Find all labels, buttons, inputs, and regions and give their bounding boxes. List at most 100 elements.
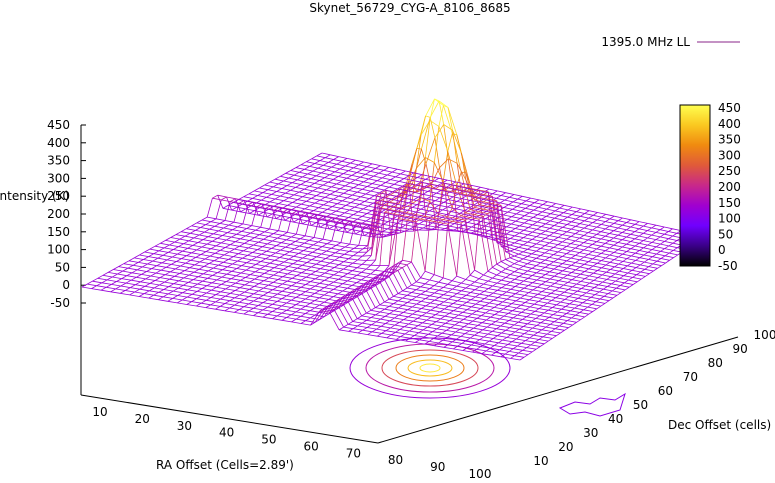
mesh-line	[196, 249, 207, 252]
mesh-line	[222, 205, 229, 209]
mesh-line	[643, 230, 648, 234]
mesh-line	[619, 275, 625, 279]
mesh-line	[568, 293, 574, 297]
mesh-line	[447, 291, 458, 294]
mesh-line	[525, 337, 530, 341]
mesh-line	[448, 199, 457, 202]
mesh-line	[609, 237, 614, 242]
mesh-line	[416, 293, 422, 298]
mesh-line	[297, 260, 308, 263]
mesh-line	[218, 230, 228, 233]
mesh-line	[661, 262, 666, 267]
mesh-line	[361, 166, 368, 170]
mesh-line	[439, 311, 450, 314]
mesh-line	[605, 213, 615, 217]
mesh-line	[483, 196, 489, 200]
mesh-line	[175, 234, 186, 237]
mesh-line	[491, 321, 496, 325]
mesh-line	[514, 242, 524, 246]
mesh-line	[229, 297, 235, 302]
mesh-line	[394, 322, 400, 326]
mesh-line	[443, 344, 449, 348]
mesh-line	[341, 218, 351, 222]
mesh-line	[414, 226, 424, 229]
mesh-line	[445, 221, 455, 224]
mesh-line	[355, 196, 362, 201]
mesh-line	[321, 192, 331, 195]
mesh-line	[363, 161, 373, 165]
mesh-line	[573, 293, 583, 296]
mesh-line	[507, 344, 518, 347]
mesh-line	[611, 280, 616, 285]
mesh-line	[234, 301, 240, 306]
mesh-line	[592, 308, 598, 312]
mesh-line	[394, 317, 404, 320]
mesh-line	[562, 224, 568, 228]
mesh-line	[502, 301, 512, 304]
mesh-line	[544, 259, 554, 263]
mesh-line	[272, 293, 278, 298]
mesh-line	[628, 277, 633, 281]
mesh-line	[288, 255, 294, 260]
mesh-line	[442, 224, 449, 278]
mesh-line	[392, 188, 398, 193]
mesh-line	[186, 293, 193, 298]
mesh-line	[341, 180, 351, 184]
mesh-line	[470, 289, 476, 293]
mesh-line	[554, 215, 560, 219]
mesh-line	[295, 203, 302, 208]
mesh-line	[345, 205, 355, 208]
mesh-line	[544, 312, 554, 315]
mesh-line	[442, 209, 452, 212]
mesh-line	[483, 333, 489, 338]
mesh-line	[494, 212, 504, 216]
mesh-line	[269, 267, 275, 271]
x-tick-label: 40	[219, 426, 234, 440]
mesh-line	[570, 225, 576, 230]
mesh-line	[476, 308, 481, 312]
mesh-line	[639, 250, 649, 253]
mesh-line	[627, 272, 637, 276]
mesh-line	[637, 278, 642, 283]
mesh-line	[112, 273, 118, 278]
mesh-line	[393, 307, 399, 312]
mesh-line	[432, 222, 442, 225]
mesh-line	[558, 237, 567, 240]
mesh-line	[365, 273, 371, 278]
mesh-line	[358, 226, 364, 246]
mesh-line	[319, 272, 326, 277]
mesh-line	[383, 167, 390, 171]
mesh-line	[324, 262, 331, 267]
mesh-line	[350, 220, 360, 223]
mesh-line	[579, 245, 589, 248]
mesh-line	[626, 233, 631, 238]
mesh-line	[412, 310, 418, 315]
mesh-line	[483, 336, 494, 339]
mesh-line	[567, 214, 573, 218]
mesh-line	[425, 298, 435, 301]
mesh-line	[167, 300, 178, 304]
mesh-line	[357, 218, 367, 222]
mesh-line	[203, 263, 210, 267]
mesh-line	[352, 270, 362, 273]
mesh-line	[497, 190, 506, 194]
mesh-line	[384, 189, 393, 193]
mesh-line	[606, 276, 612, 280]
mesh-line	[319, 196, 326, 201]
mesh-line	[282, 276, 293, 279]
mesh-line	[255, 261, 262, 265]
mesh-line	[196, 288, 203, 292]
mesh-line	[534, 339, 540, 343]
mesh-line	[294, 214, 304, 217]
mesh-line	[328, 162, 337, 165]
mesh-line	[399, 319, 404, 323]
mesh-line	[300, 291, 306, 295]
mesh-line	[609, 247, 619, 251]
mesh-line	[331, 221, 338, 242]
mesh-line	[239, 294, 250, 297]
mesh-line	[368, 178, 378, 182]
mesh-line	[362, 255, 372, 257]
mesh-line	[514, 283, 520, 287]
mesh-line	[571, 211, 577, 215]
mesh-line	[493, 338, 503, 341]
